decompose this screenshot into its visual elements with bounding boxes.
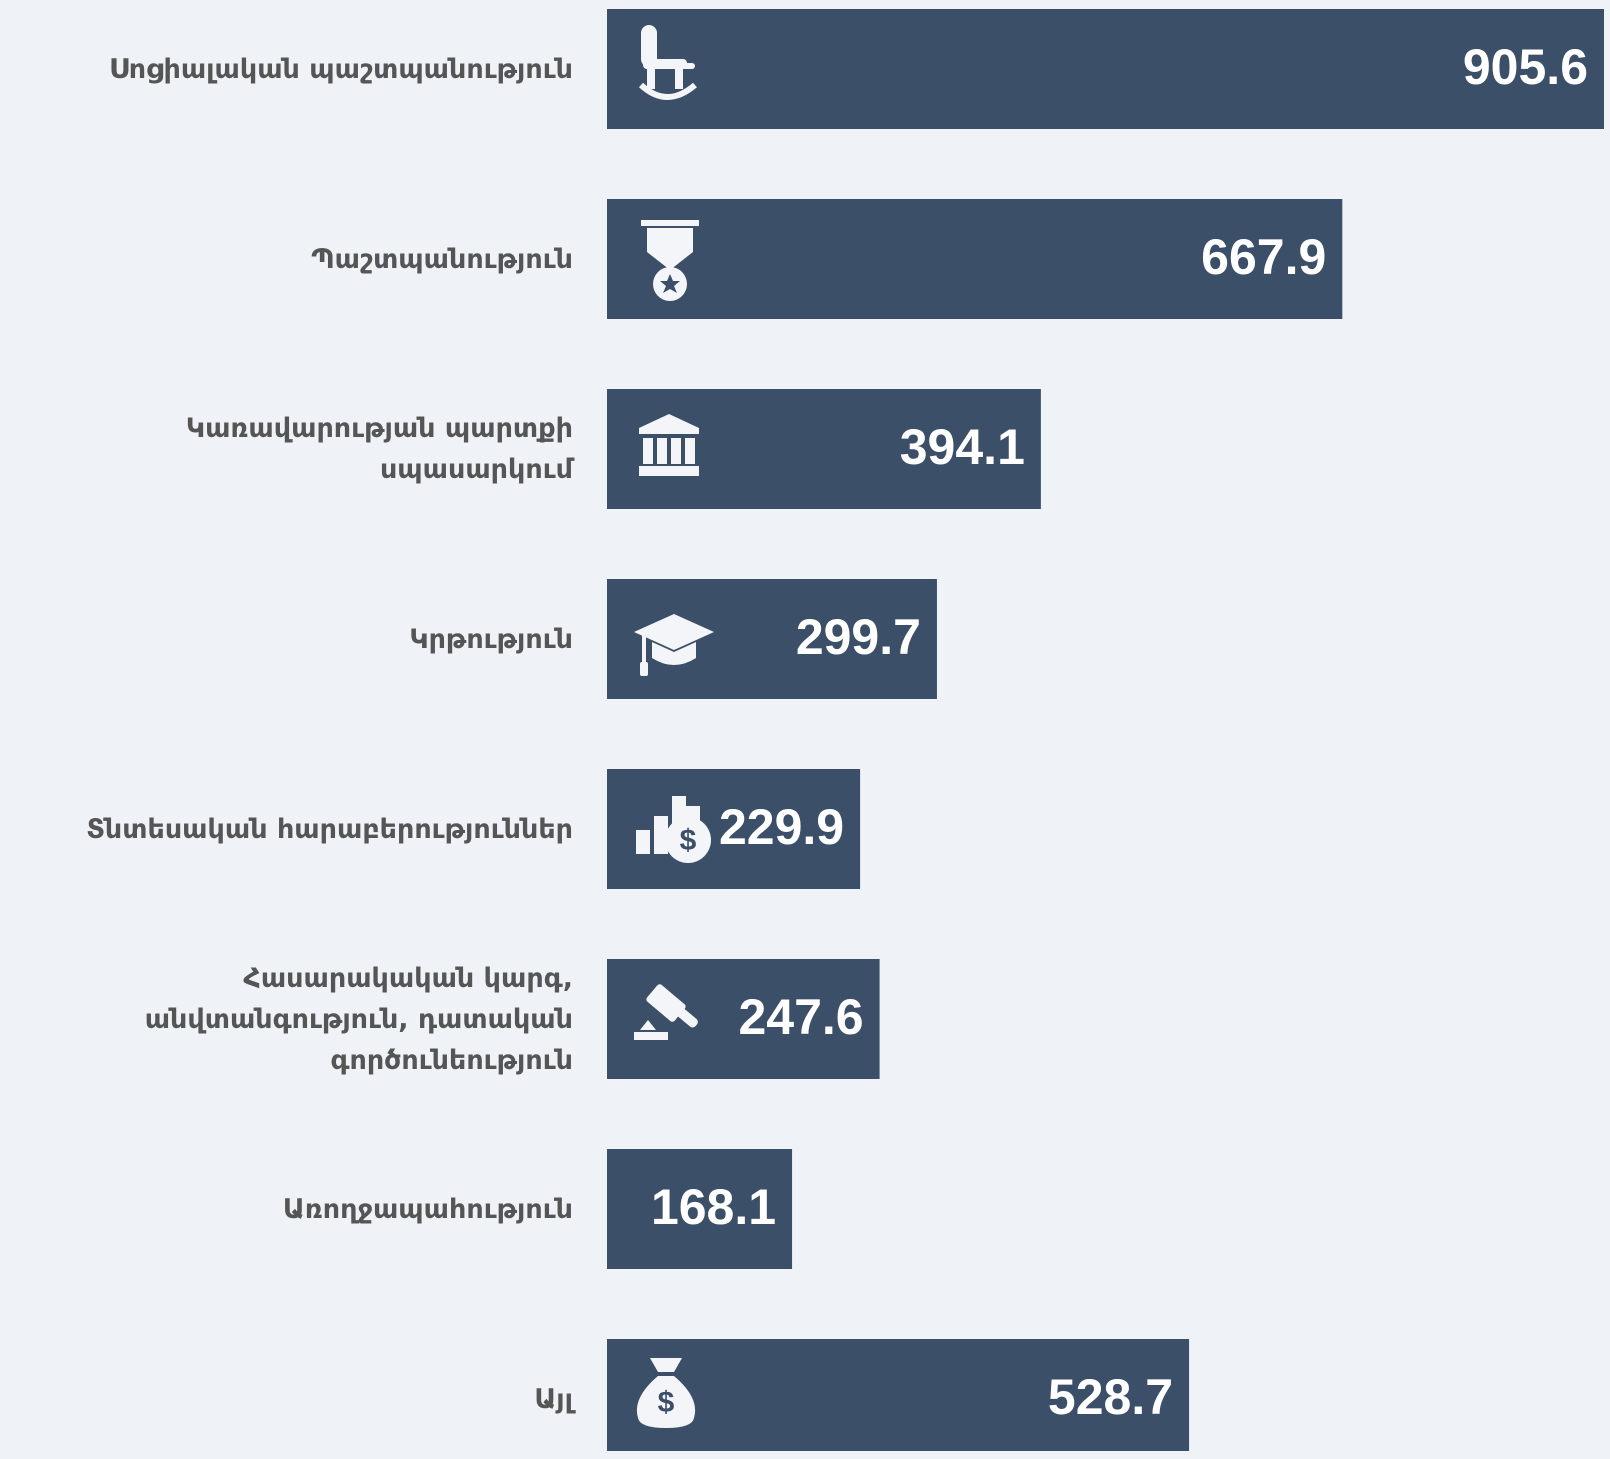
category-label: Տնտեսական հարաբերություններ xyxy=(86,813,573,845)
bar xyxy=(607,1339,1190,1451)
icon-cap xyxy=(634,614,714,676)
bar xyxy=(607,199,1343,319)
value-label: 528.7 xyxy=(1048,1369,1173,1425)
value-label: 168.1 xyxy=(651,1179,776,1235)
icon-moneybag: $ xyxy=(636,1358,696,1428)
value-label: 247.6 xyxy=(738,989,863,1045)
value-label: 905.6 xyxy=(1463,39,1588,95)
category-label: Կրթություն xyxy=(409,623,573,655)
value-labels: 905.6 667.9 394.1 299.7 229.9 247.6 168.1 528.7 xyxy=(651,39,1588,1425)
svg-text:$: $ xyxy=(680,824,697,857)
value-label: 667.9 xyxy=(1201,229,1326,285)
icon-chair xyxy=(638,25,697,100)
value-label: 299.7 xyxy=(796,609,921,665)
value-label: 229.9 xyxy=(719,799,844,855)
value-label: 394.1 xyxy=(900,419,1025,475)
bars xyxy=(607,9,1604,1451)
category-label: Կառավարության պարտքի սպասարկում xyxy=(185,413,573,485)
category-label: Առողջապահություն xyxy=(282,1193,573,1225)
bar xyxy=(607,959,880,1079)
category-label: Սոցիալական պաշտպանություն xyxy=(109,53,573,85)
category-label: Հասարակական կարգ, անվտանգություն, դատակա… xyxy=(144,962,573,1076)
category-label: Պաշտպանություն xyxy=(311,243,573,275)
icon-gavel xyxy=(634,984,698,1040)
icon-medal xyxy=(641,220,699,301)
svg-text:$: $ xyxy=(658,1386,675,1419)
icon-bank xyxy=(639,414,699,476)
icons: $ $ xyxy=(634,25,714,1428)
bar xyxy=(607,9,1604,129)
category-label: Այլ xyxy=(534,1383,573,1415)
bar xyxy=(607,1149,793,1269)
bar xyxy=(607,769,861,889)
icon-economy: $ xyxy=(636,796,711,863)
